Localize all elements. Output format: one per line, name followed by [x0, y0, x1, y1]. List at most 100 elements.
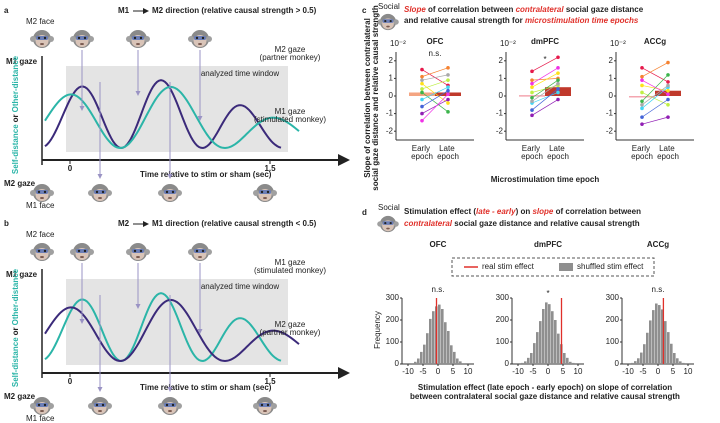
x-tick-label: 5	[451, 367, 456, 376]
eye	[389, 222, 392, 225]
title-segment: of correlation between	[426, 5, 516, 14]
histogram-bar	[441, 309, 444, 364]
eye	[201, 36, 205, 40]
region-name: ACCg	[647, 240, 669, 249]
monkey-face	[126, 30, 150, 48]
ear	[377, 221, 383, 227]
histogram-bar	[524, 361, 527, 364]
significance: *	[543, 55, 546, 64]
session-point	[446, 101, 450, 105]
panel-letter: c	[362, 6, 367, 15]
histogram-bar	[429, 318, 432, 364]
title-segment: contralateral	[404, 219, 453, 228]
session-point	[556, 78, 560, 82]
legend-label: shuffled stim effect	[577, 262, 644, 271]
category-label-line: epoch	[631, 152, 653, 161]
eye	[37, 36, 41, 40]
y-axis-label-part: or	[11, 327, 20, 335]
histogram-bar	[655, 303, 658, 364]
eye	[37, 249, 41, 253]
y-axis-label-part: Other-distance	[11, 268, 20, 325]
monkey-face	[70, 30, 94, 48]
histogram-bar	[658, 305, 661, 364]
histogram-bar	[453, 351, 456, 364]
y-axis-label: Slope of correlation between contralater…	[363, 5, 380, 191]
y-tick-label: 2	[389, 56, 394, 65]
ear	[271, 190, 277, 196]
mouth	[263, 197, 267, 199]
histogram-bar	[646, 332, 649, 364]
histogram-bar	[438, 304, 441, 364]
monkey-face	[126, 243, 150, 261]
session-point	[530, 95, 534, 100]
session-line	[531, 67, 559, 84]
monkey-face	[88, 184, 112, 202]
session-point	[640, 78, 644, 82]
ear	[144, 36, 150, 42]
histogram-bar	[527, 357, 530, 364]
category-label-line: Late	[439, 144, 457, 153]
histogram-bar	[411, 363, 414, 364]
goggles	[259, 190, 271, 194]
bar	[629, 96, 655, 98]
y-tick-label: -1	[496, 109, 504, 118]
session-point	[530, 113, 534, 118]
y-tick-label: 300	[386, 293, 400, 302]
histogram-bar	[640, 352, 643, 364]
histogram-bar	[432, 311, 435, 364]
session-line	[531, 88, 559, 111]
region-name: dmPFC	[534, 240, 562, 249]
time-tick-label: 1.5	[264, 377, 276, 386]
histogram-bar	[679, 361, 682, 364]
ear	[88, 36, 94, 42]
ear	[176, 403, 182, 409]
session-point	[420, 74, 424, 79]
session-point	[530, 81, 534, 86]
ear	[393, 19, 399, 25]
region-name: ACCg	[644, 37, 666, 46]
session-point	[640, 66, 644, 70]
category-label: Early epoch	[521, 144, 543, 161]
time-tick-label: 0	[68, 164, 73, 173]
ear	[48, 249, 54, 255]
histogram-bar	[637, 358, 640, 364]
session-line	[641, 116, 669, 125]
session-point	[640, 106, 644, 111]
session-point	[420, 104, 424, 109]
title-segment: and relative causal strength for	[404, 16, 525, 25]
x-tick-label: 5	[671, 367, 676, 376]
session-point	[640, 115, 644, 119]
title-line: Stimulation effect (late - early) on slo…	[404, 207, 641, 216]
bottom-face-label: M1 face	[26, 201, 55, 210]
histogram-bar	[652, 310, 655, 364]
category-label-line: Late	[659, 144, 677, 153]
title-line: contralateral social gaze distance and r…	[404, 219, 640, 228]
curve	[44, 292, 282, 363]
ear	[48, 36, 54, 42]
session-point	[666, 80, 670, 84]
session-line	[531, 72, 559, 88]
eye	[77, 249, 81, 253]
session-point	[420, 87, 424, 91]
session-line	[421, 74, 449, 81]
histogram-bar	[521, 362, 524, 364]
mouth	[136, 256, 140, 258]
histogram-bar	[643, 344, 646, 364]
legend-swatch	[559, 263, 573, 271]
x-tick-label: -5	[639, 367, 647, 376]
ear	[393, 221, 399, 227]
ear	[106, 190, 112, 196]
session-point	[530, 108, 534, 112]
category-label-line: Late	[549, 144, 567, 153]
region-name: dmPFC	[531, 37, 559, 46]
mouth	[40, 410, 44, 412]
histogram-bar	[447, 331, 450, 364]
y-tick-label: 300	[496, 293, 510, 302]
mouth	[98, 197, 102, 199]
goggles	[36, 36, 48, 40]
session-point	[420, 118, 424, 123]
y-tick-label: -1	[386, 109, 394, 118]
session-point	[446, 110, 450, 114]
session-point	[556, 87, 560, 91]
y-tick-label: 0	[499, 91, 504, 100]
